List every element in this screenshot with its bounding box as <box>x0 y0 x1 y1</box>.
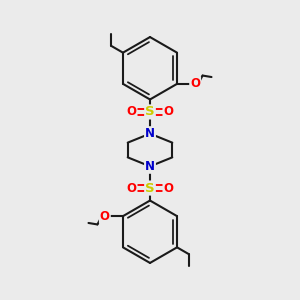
Text: O: O <box>164 182 173 194</box>
Text: O: O <box>127 182 136 194</box>
Text: S: S <box>145 106 155 118</box>
Text: O: O <box>190 77 200 90</box>
Text: O: O <box>100 210 110 223</box>
Text: N: N <box>145 127 155 140</box>
Text: N: N <box>145 160 155 173</box>
Text: O: O <box>164 106 173 118</box>
Text: S: S <box>145 182 155 194</box>
Text: O: O <box>127 106 136 118</box>
